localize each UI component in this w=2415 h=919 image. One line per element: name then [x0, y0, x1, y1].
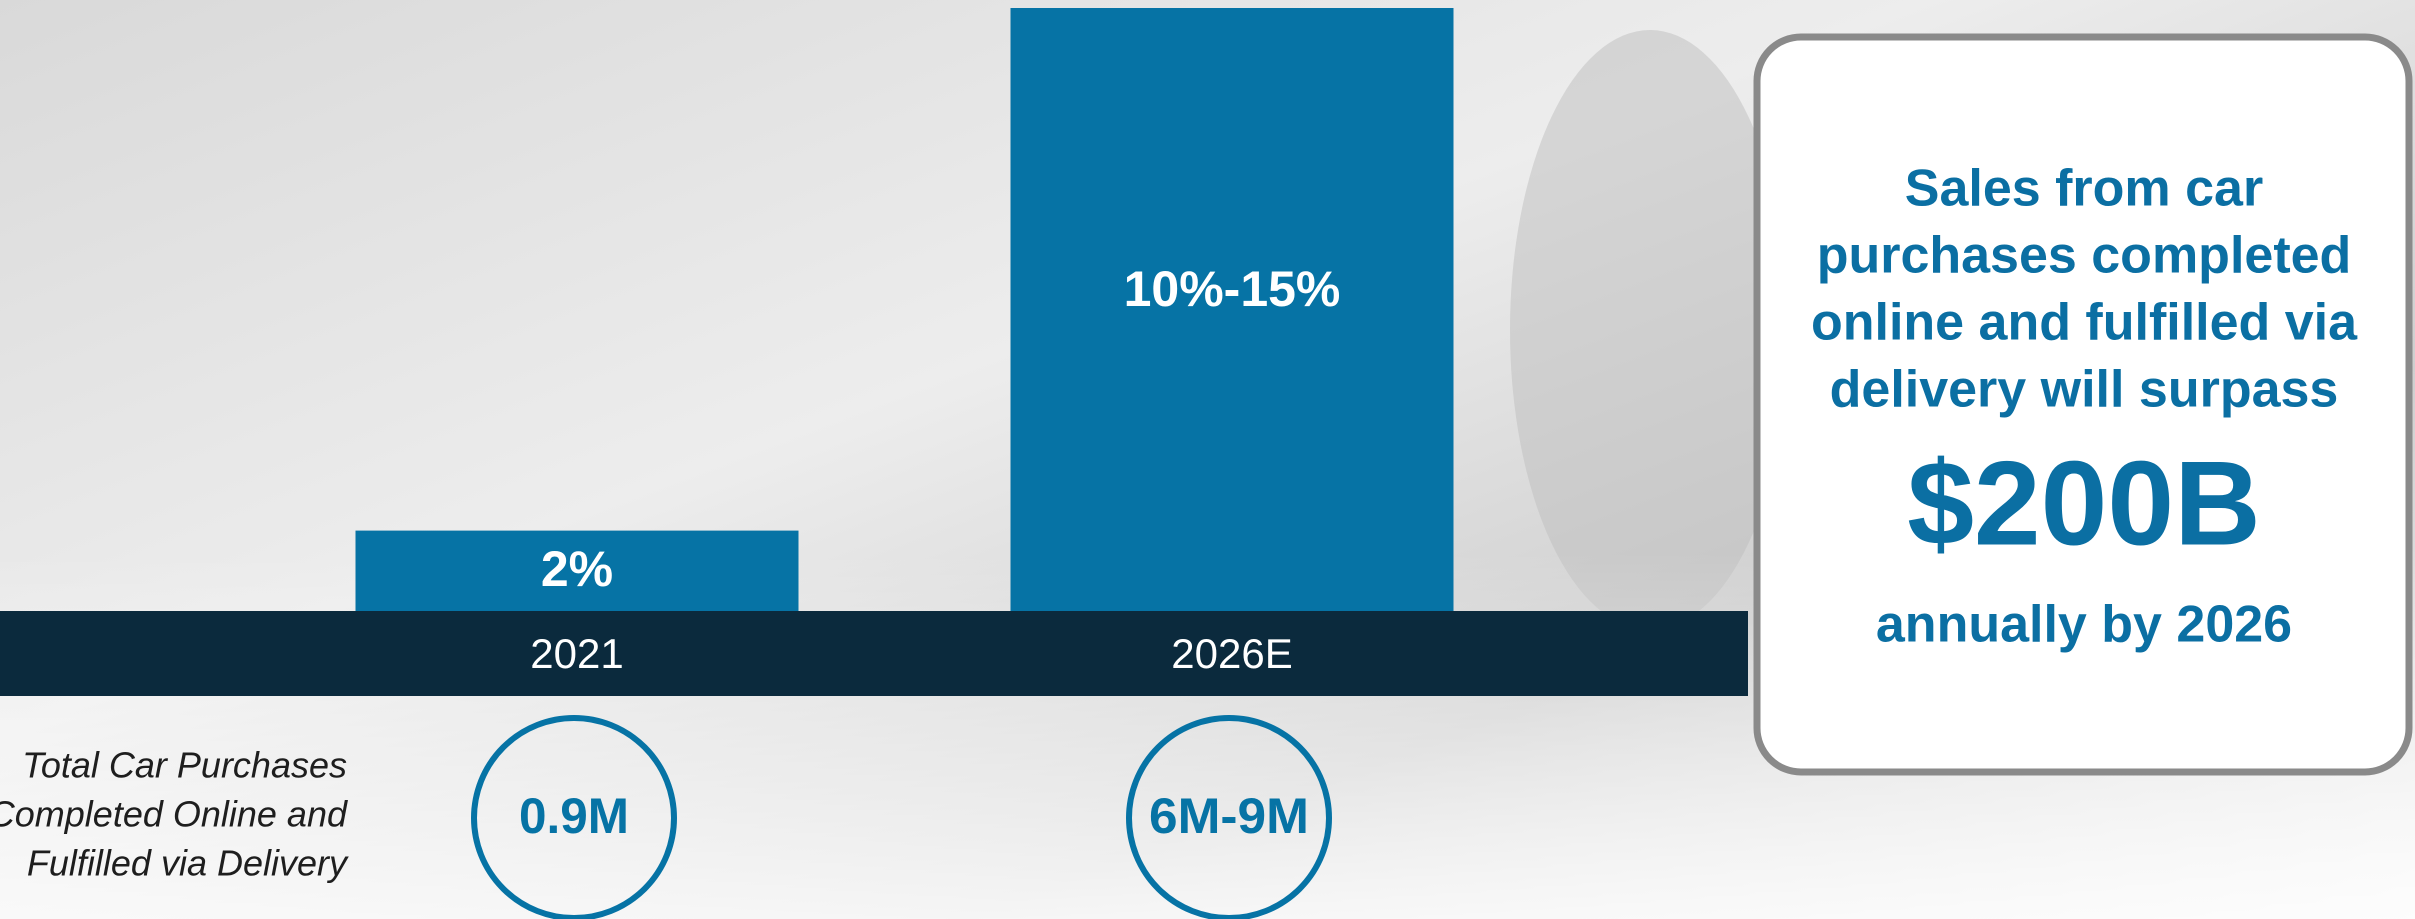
callout-highlight: $200B [1907, 437, 2261, 571]
category-label: 2021 [530, 630, 623, 677]
value-label: 10%-15% [1124, 261, 1341, 317]
side-label: Total Car Purchases [22, 745, 347, 786]
infographic: 2% 2021 0.9M 10%-15% 2026E 6M-9M Total Car Pur… [0, 0, 2415, 919]
category-band [0, 611, 1748, 696]
callout-footer: annually by 2026 [1876, 596, 2292, 654]
value-label: 2% [541, 541, 613, 597]
category-label: 2026E [1171, 630, 1292, 677]
callout-line: Sales from car [1905, 160, 2263, 218]
callout-line: delivery will surpass [1830, 361, 2339, 419]
purchases-value: 0.9M [519, 788, 629, 844]
callout-line: purchases completed [1817, 227, 2352, 285]
side-label: Fulfilled via Delivery [27, 843, 349, 884]
callout-line: online and fulfilled via [1811, 294, 2358, 352]
side-label: Completed Online and [0, 794, 348, 835]
purchases-value: 6M-9M [1149, 788, 1309, 844]
